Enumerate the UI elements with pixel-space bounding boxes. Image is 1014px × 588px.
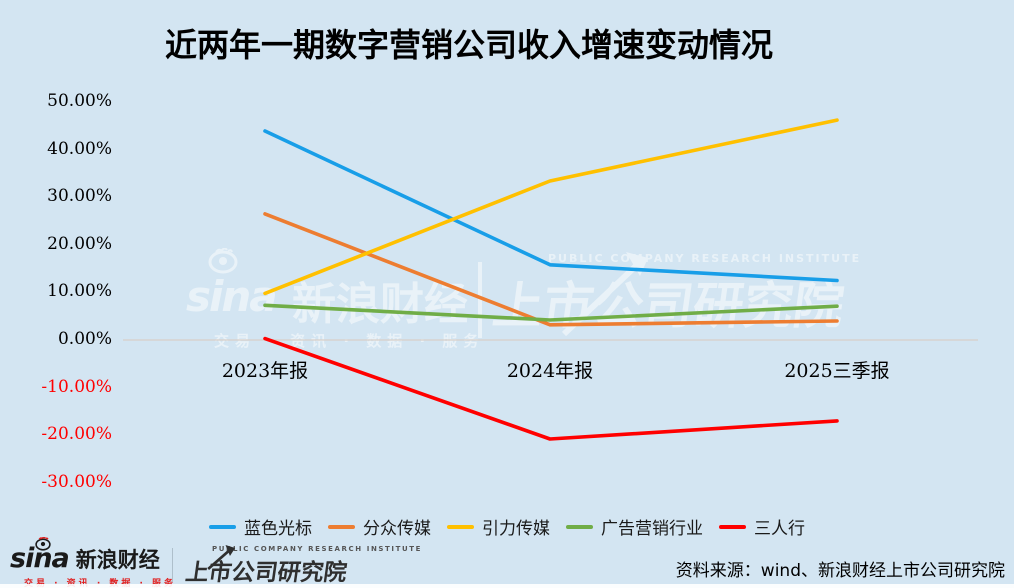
x-tick-label: 2023年报 bbox=[221, 360, 309, 382]
series-line-引力传媒 bbox=[263, 118, 839, 296]
legend-dash-icon bbox=[719, 524, 746, 529]
y-tick-label: 30.00% bbox=[47, 186, 112, 207]
y-tick-label: 40.00% bbox=[47, 138, 112, 159]
legend-item-广告营销行业: 广告营销行业 bbox=[566, 514, 703, 539]
series-line-蓝色光标 bbox=[263, 129, 839, 283]
series-line-广告营销行业 bbox=[263, 303, 839, 322]
y-tick-label: -30.00% bbox=[41, 471, 112, 492]
legend-item-蓝色光标: 蓝色光标 bbox=[209, 514, 312, 539]
legend: 蓝色光标 分众传媒 引力传媒 广告营销行业 三人行 bbox=[0, 514, 1014, 539]
bottom-edge-strip bbox=[0, 584, 1014, 588]
sina-finance-logo: sina 新浪财经 交易 · 资讯 · 数据 · 服务 bbox=[10, 536, 176, 588]
institute-name-cn: 上市公司研究院 bbox=[184, 545, 425, 587]
institute-arrow-icon bbox=[207, 545, 236, 571]
legend-label: 分众传媒 bbox=[363, 519, 431, 539]
legend-item-引力传媒: 引力传媒 bbox=[447, 514, 550, 539]
legend-item-分众传媒: 分众传媒 bbox=[328, 514, 431, 539]
series-line-三人行 bbox=[263, 336, 839, 441]
legend-dash-icon bbox=[566, 524, 593, 529]
legend-label: 广告营销行业 bbox=[601, 519, 703, 539]
y-tick-label: 20.00% bbox=[47, 233, 112, 254]
legend-label: 蓝色光标 bbox=[244, 519, 312, 539]
sina-brand-text: 新浪财经 bbox=[75, 548, 160, 572]
y-tick-label: 0.00% bbox=[57, 329, 112, 349]
x-tick-label: 2024年报 bbox=[506, 360, 594, 382]
sina-eye-icon bbox=[34, 536, 52, 555]
series-line-分众传媒 bbox=[263, 212, 839, 327]
legend-label: 三人行 bbox=[754, 519, 805, 539]
institute-name-en: PUBLIC COMPANY RESEARCH INSTITUTE bbox=[212, 545, 423, 553]
y-tick-label: -20.00% bbox=[41, 424, 112, 445]
x-tick-label: 2025三季报 bbox=[784, 360, 890, 382]
legend-item-三人行: 三人行 bbox=[719, 514, 805, 539]
legend-dash-icon bbox=[447, 524, 474, 529]
y-tick-label: 50.00% bbox=[47, 91, 112, 111]
footer-divider bbox=[172, 548, 173, 582]
y-tick-label: -10.00% bbox=[41, 376, 112, 397]
legend-dash-icon bbox=[328, 524, 355, 529]
legend-label: 引力传媒 bbox=[482, 519, 550, 539]
chart-title: 近两年一期数字营销公司收入增速变动情况 bbox=[164, 26, 774, 64]
sina-tagline: 交易 · 资讯 · 数据 · 服务 bbox=[24, 576, 176, 588]
y-tick-label: 10.00% bbox=[47, 281, 112, 302]
research-institute-logo: PUBLIC COMPANY RESEARCH INSTITUTE 上市公司研究… bbox=[184, 545, 425, 587]
legend-dash-icon bbox=[209, 524, 236, 529]
data-source-text: 资料来源：wind、新浪财经上市公司研究院 bbox=[675, 561, 1005, 581]
